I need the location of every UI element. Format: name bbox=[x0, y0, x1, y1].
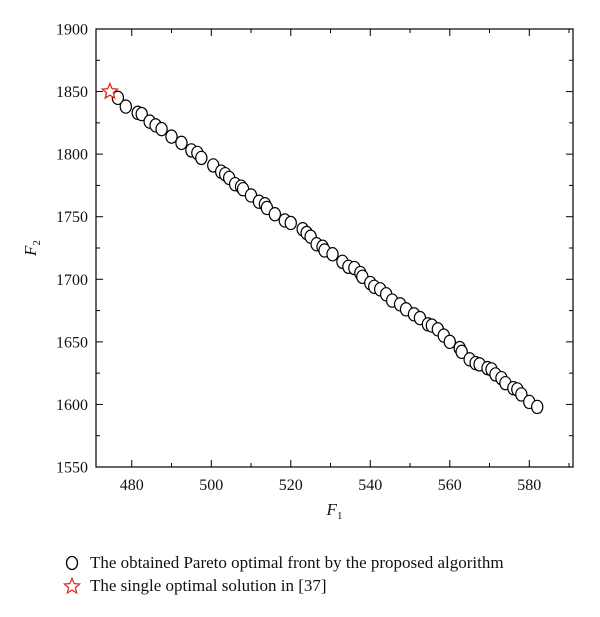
y-tick-label: 1800 bbox=[56, 147, 88, 164]
single-solution-star bbox=[100, 81, 120, 100]
pareto-point bbox=[268, 207, 282, 222]
legend: The obtained Pareto optimal front by the… bbox=[62, 551, 504, 597]
pareto-point bbox=[175, 135, 188, 151]
pareto-point bbox=[531, 399, 544, 415]
axis-ticks: 480 500 520 540 560 580 1550 1600 1650 1700 1750 18… bbox=[56, 22, 573, 494]
pareto-point bbox=[155, 121, 168, 137]
x-tick-label: 580 bbox=[517, 477, 541, 494]
pareto-point bbox=[119, 99, 133, 114]
x-axis-label: F1 bbox=[326, 500, 343, 522]
plot-frame bbox=[95, 28, 574, 468]
x-tick-label: 520 bbox=[279, 477, 303, 494]
y-tick-label: 1650 bbox=[56, 334, 88, 351]
x-tick-label: 540 bbox=[358, 477, 382, 494]
y-tick-label: 1850 bbox=[56, 84, 88, 101]
x-tick-label: 500 bbox=[199, 477, 223, 494]
pareto-point bbox=[455, 344, 468, 360]
data-points bbox=[100, 81, 544, 415]
scatter-chart: 480 500 520 540 560 580 1550 1600 1650 1700 1750 18… bbox=[21, 22, 574, 522]
pareto-point bbox=[111, 90, 125, 106]
pareto-point bbox=[515, 387, 528, 402]
y-tick-label: 1550 bbox=[56, 460, 88, 477]
legend-label-pareto-front: The obtained Pareto optimal front by the… bbox=[90, 552, 504, 572]
y-tick-label: 1700 bbox=[56, 272, 88, 289]
pareto-point bbox=[326, 247, 339, 262]
y-tick-label: 1900 bbox=[56, 22, 88, 39]
legend-label-single-solution: The single optimal solution in [37] bbox=[90, 575, 327, 595]
x-tick-label: 480 bbox=[120, 477, 144, 494]
star-marker-icon bbox=[62, 576, 84, 596]
legend-item-pareto-front: The obtained Pareto optimal front by the… bbox=[62, 551, 504, 574]
pareto-point bbox=[284, 215, 297, 231]
y-tick-label: 1750 bbox=[56, 209, 88, 226]
y-axis-label: F2 bbox=[21, 240, 43, 257]
y-tick-label: 1600 bbox=[56, 397, 88, 414]
pareto-point bbox=[165, 129, 178, 144]
pareto-point bbox=[195, 150, 208, 166]
x-tick-label: 560 bbox=[438, 477, 462, 494]
circle-marker-icon bbox=[62, 553, 84, 573]
legend-item-single-solution: The single optimal solution in [37] bbox=[62, 574, 504, 597]
pareto-point bbox=[443, 334, 456, 350]
pareto-point bbox=[135, 106, 148, 122]
